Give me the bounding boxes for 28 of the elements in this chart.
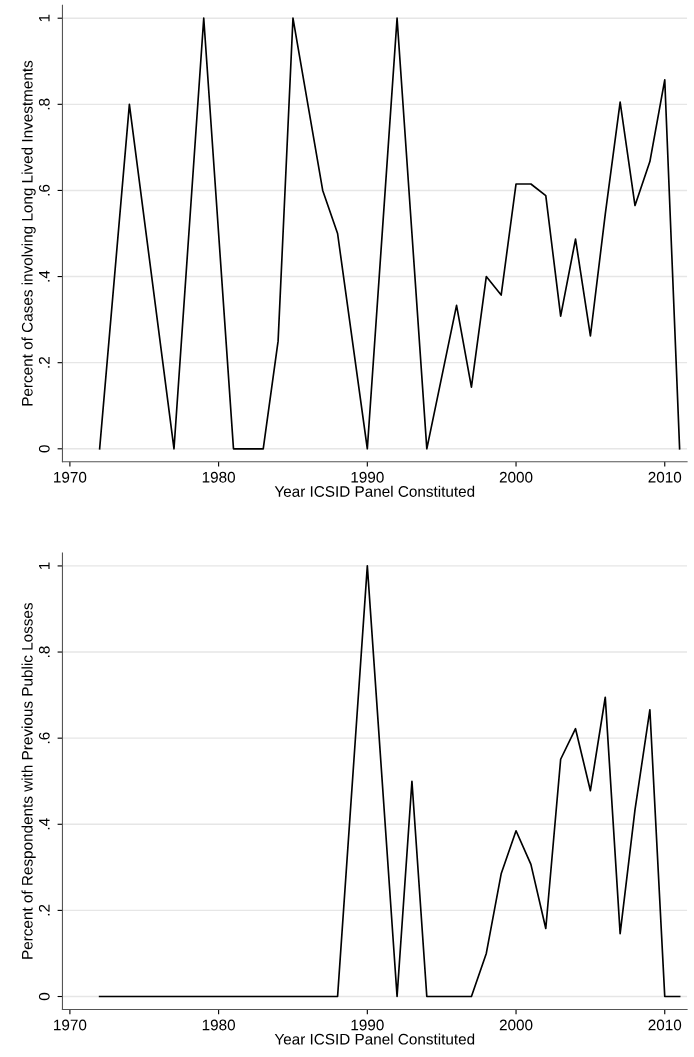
- y-tick-label: .8: [38, 646, 50, 658]
- x-tick-label: 1980: [202, 1019, 236, 1031]
- x-tick-label: 2010: [648, 1019, 682, 1031]
- y-tick-label: 1: [39, 562, 50, 569]
- x-tick-label: 1990: [351, 471, 384, 483]
- x-tick-label: 1970: [54, 471, 87, 483]
- line-series: [98, 17, 681, 450]
- y-tick-label: .6: [38, 184, 50, 196]
- y-tick-label: 0: [38, 445, 50, 453]
- y-axis-title: Percent of Cases involving Long Lived Investments: [21, 60, 36, 406]
- y-tick-label: .6: [38, 732, 50, 744]
- y-tick-label: .2: [38, 357, 50, 368]
- x-tick-label: 1970: [54, 1019, 87, 1031]
- y-tick-label: .8: [38, 98, 50, 110]
- y-tick-label: .4: [39, 270, 50, 282]
- x-tick-label: 2000: [499, 471, 533, 483]
- x-tick-label: 2010: [648, 471, 682, 483]
- x-tick-label: 1990: [351, 1019, 384, 1031]
- x-axis-title: Year ICSID Panel Constituted: [274, 485, 475, 497]
- y-axis-title: Percent of Respondents with Previous Public Losses: [21, 603, 36, 959]
- line-series: [98, 565, 681, 998]
- x-tick-label: 2000: [499, 1019, 533, 1031]
- x-tick-label: 1980: [202, 471, 236, 483]
- x-axis-title: Year ICSID Panel Constituted: [274, 1033, 475, 1045]
- y-tick-label: .4: [39, 818, 50, 830]
- y-tick-label: 1: [39, 14, 50, 22]
- y-tick-label: 0: [38, 992, 50, 1001]
- y-tick-label: .2: [38, 904, 50, 916]
